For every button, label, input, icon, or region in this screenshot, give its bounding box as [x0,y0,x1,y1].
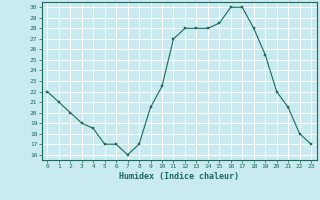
X-axis label: Humidex (Indice chaleur): Humidex (Indice chaleur) [119,172,239,181]
